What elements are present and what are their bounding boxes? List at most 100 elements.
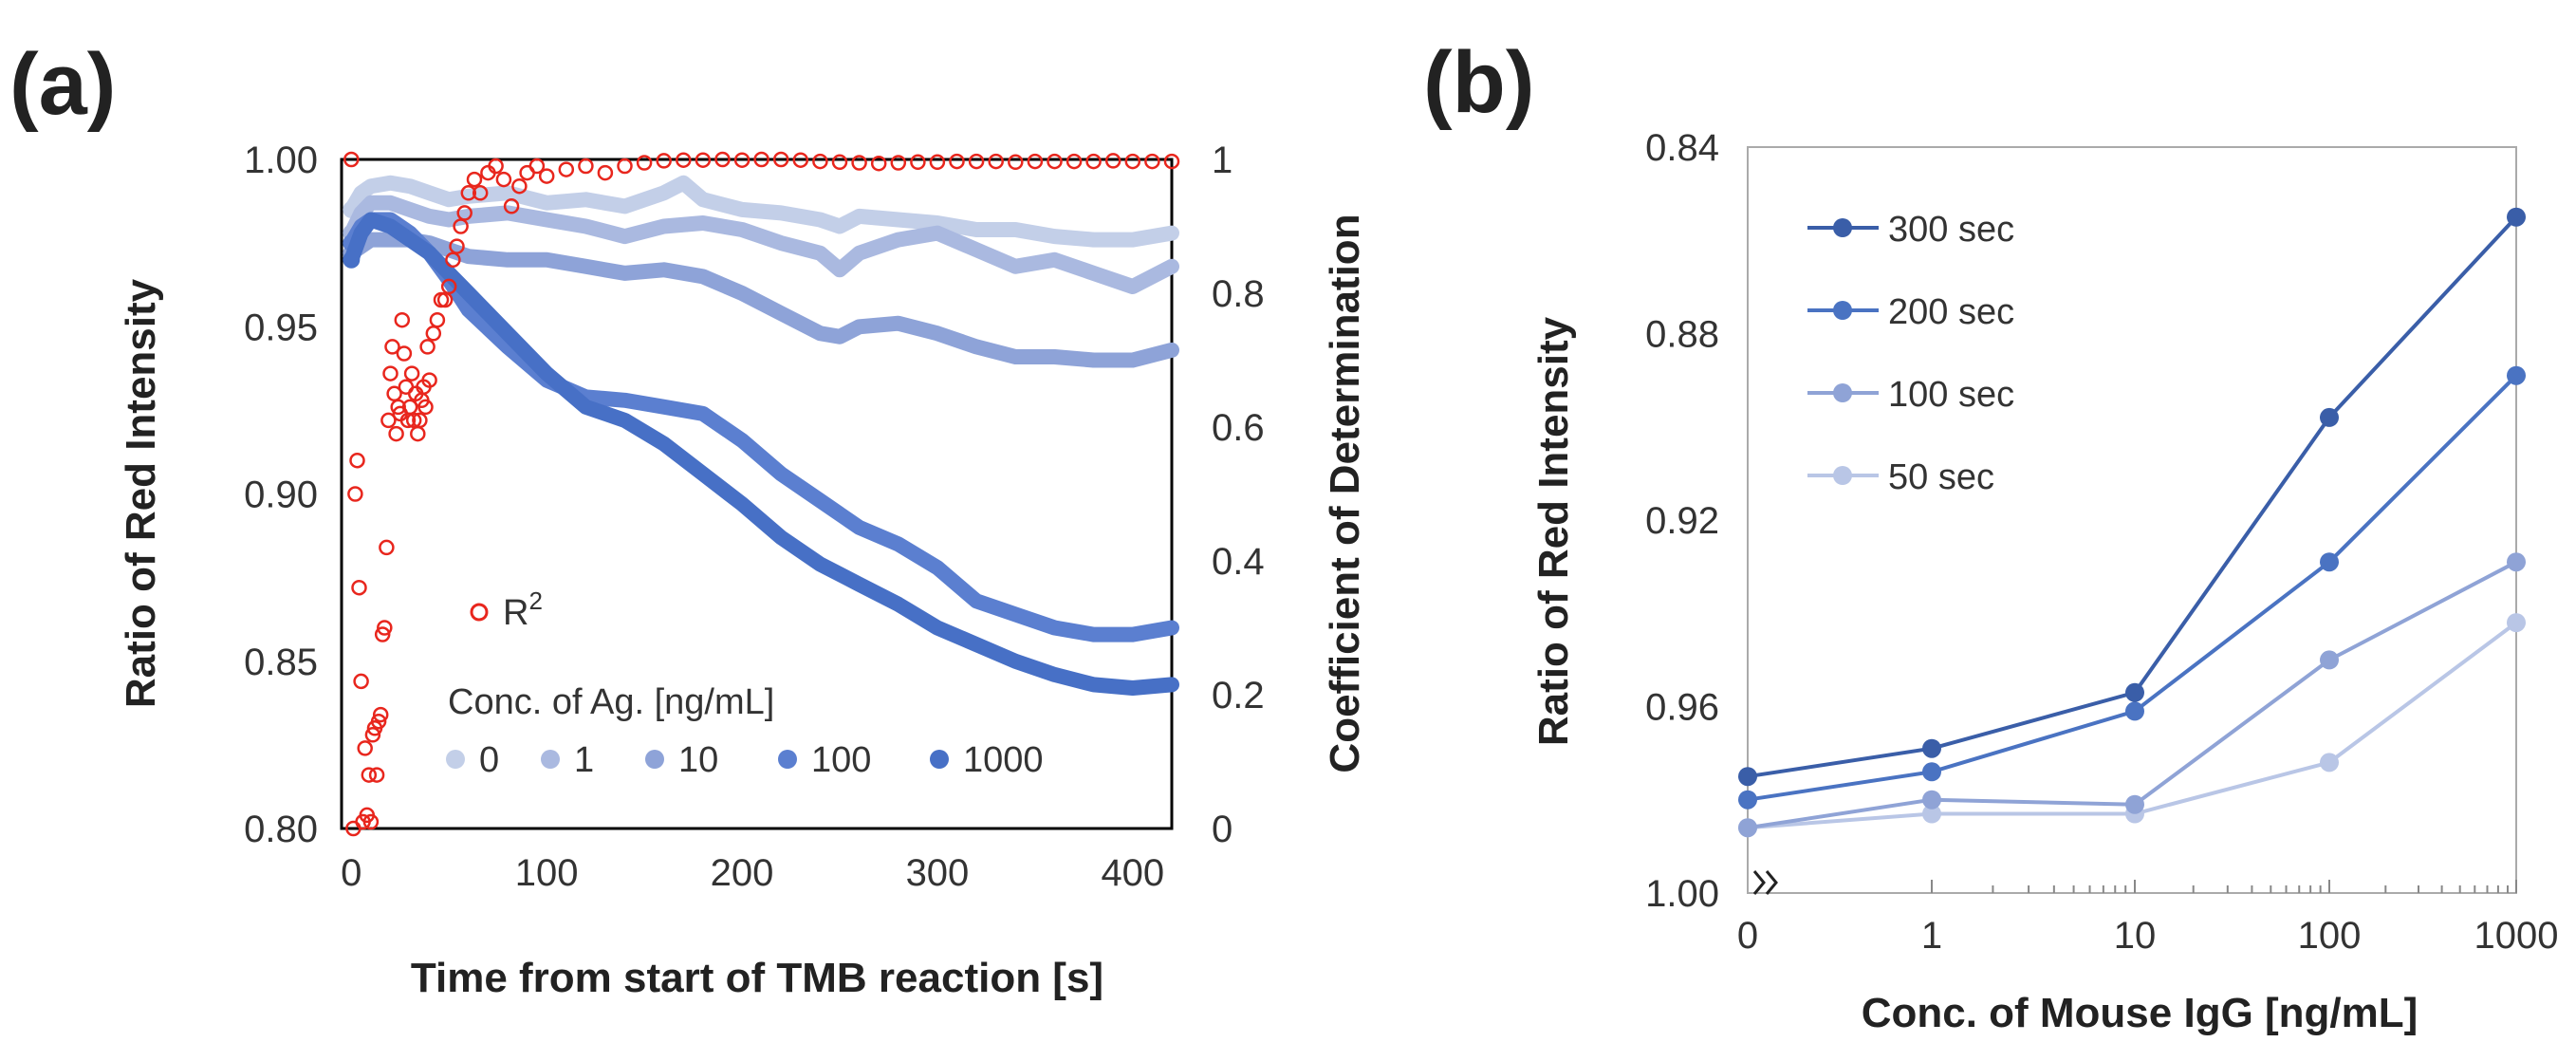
r2-point — [472, 185, 489, 201]
panel-b-xtick-label: 1000 — [2474, 915, 2559, 957]
panel-a-ytick-label: 0.80 — [244, 809, 318, 850]
r2-point — [370, 713, 387, 730]
legend-marker-1 — [541, 750, 560, 769]
r2-point — [488, 158, 504, 175]
legend-label-10: 10 — [678, 740, 718, 780]
r2-point — [503, 198, 520, 214]
series-point-300-sec — [2320, 407, 2339, 427]
legend-label-0: 0 — [479, 740, 499, 780]
r2-point — [425, 326, 442, 342]
r2-point — [349, 452, 365, 469]
series-point-300-sec — [2125, 682, 2144, 702]
r2-point — [377, 620, 393, 636]
panel-b-ticks: 0.84 0.88 0.92 0.96 1.00 0 1 10 100 1000 — [1645, 127, 2558, 957]
panel-b-ytick-label: 0.96 — [1645, 687, 1719, 729]
series-point-200-sec — [2507, 365, 2526, 385]
r2-point — [405, 412, 422, 429]
r2-point — [343, 151, 360, 168]
r2-point — [372, 706, 389, 723]
r2-point — [949, 153, 965, 170]
r2-point — [419, 339, 436, 355]
r2-point — [394, 311, 411, 328]
r2-point — [910, 154, 926, 171]
panel-a-label: (a) — [9, 36, 116, 133]
legend-label-100: 100 — [811, 740, 871, 780]
r2-point — [538, 168, 555, 184]
r2-point — [495, 171, 512, 188]
panel-a-xtick-label: 200 — [711, 852, 774, 894]
r2-point — [597, 164, 614, 181]
r2-point — [578, 158, 594, 175]
r2-point — [929, 154, 946, 171]
panel-a-plot-frame — [340, 158, 1174, 830]
r2-point — [890, 155, 907, 171]
r2-point — [379, 539, 395, 556]
panel-a-xtick-label: 100 — [515, 852, 579, 894]
legend-title: Conc. of Ag. [ng/mL] — [448, 682, 774, 722]
panel-b-plot-frame — [1747, 146, 2517, 894]
series-point-50-sec — [2320, 753, 2339, 772]
r2-point — [1008, 154, 1024, 171]
r2-point — [528, 158, 546, 175]
axis-break-mark — [1752, 870, 1778, 895]
panel-a-y2tick-label: 0.4 — [1212, 541, 1265, 583]
r2-legend-marker — [470, 603, 489, 622]
r2-point — [362, 813, 380, 830]
panel-a-r2-series — [343, 151, 1180, 837]
panel-b-legend: 300 sec 200 sec 100 sec 50 sec — [1807, 210, 2014, 497]
series-line-100 — [343, 212, 1179, 642]
panel-b-xtick-label: 0 — [1737, 915, 1758, 957]
panel-b-xlabel: Conc. of Mouse IgG [ng/mL] — [1862, 990, 2418, 1036]
series-point-100-sec — [1922, 790, 1941, 810]
r2-point — [733, 152, 751, 168]
r2-point — [636, 155, 653, 171]
r2-point — [753, 151, 769, 168]
r2-point — [410, 425, 426, 442]
r2-point — [812, 153, 828, 170]
panel-b-label: (b) — [1423, 34, 1534, 131]
series-point-300-sec — [1738, 767, 1757, 787]
r2-point — [676, 152, 692, 168]
panel-b-ytick-label: 0.88 — [1645, 314, 1719, 356]
series-line-200-sec — [1747, 374, 2518, 802]
series-start-point-1000 — [343, 251, 361, 269]
r2-point — [617, 158, 633, 175]
r2-point — [1104, 153, 1121, 169]
panel-b-ytick-label: 1.00 — [1645, 873, 1719, 915]
panel-a-ytick-label: 0.85 — [244, 642, 318, 683]
r2-point — [361, 767, 378, 783]
series-point-300-sec — [1922, 738, 1941, 758]
legend-label-1000: 1000 — [963, 740, 1044, 780]
r2-point — [466, 171, 483, 188]
panel-b-xtick-label: 100 — [2298, 915, 2362, 957]
panel-a-legend: R2 Conc. of Ag. [ng/mL] 0 1 10 100 1000 — [446, 586, 1044, 780]
r2-point — [388, 425, 404, 442]
series-line-10 — [343, 232, 1179, 368]
r2-point — [851, 155, 867, 171]
r2-point — [870, 155, 887, 172]
legend-marker-1000 — [930, 750, 949, 769]
series-point-100-sec — [1738, 818, 1757, 838]
r2-point — [449, 238, 465, 254]
r2-point — [417, 399, 434, 416]
r2-point — [368, 767, 385, 783]
r2-point — [456, 205, 473, 221]
r2-point — [445, 251, 461, 269]
panel-a-xtick-label: 300 — [906, 852, 970, 894]
legend-label-50-sec: 50 sec — [1888, 457, 1994, 497]
series-point-100-sec — [2507, 552, 2526, 572]
panel-a-y2tick-label: 0.8 — [1212, 273, 1265, 315]
r2-point — [1085, 153, 1102, 170]
r2-point — [792, 152, 809, 168]
r2-point — [831, 154, 848, 171]
series-point-100-sec — [2125, 794, 2144, 814]
r2-point — [772, 151, 789, 168]
legend-label-1: 1 — [574, 740, 594, 780]
panel-a-series — [343, 175, 1179, 696]
panel-a-y2tick-label: 1 — [1212, 140, 1232, 181]
r2-point — [1163, 153, 1180, 170]
legend-label-200-sec: 200 sec — [1888, 292, 2014, 332]
panel-a-xtick-label: 0 — [341, 852, 361, 894]
series-point-200-sec — [1738, 790, 1757, 810]
r2-point — [384, 339, 400, 355]
